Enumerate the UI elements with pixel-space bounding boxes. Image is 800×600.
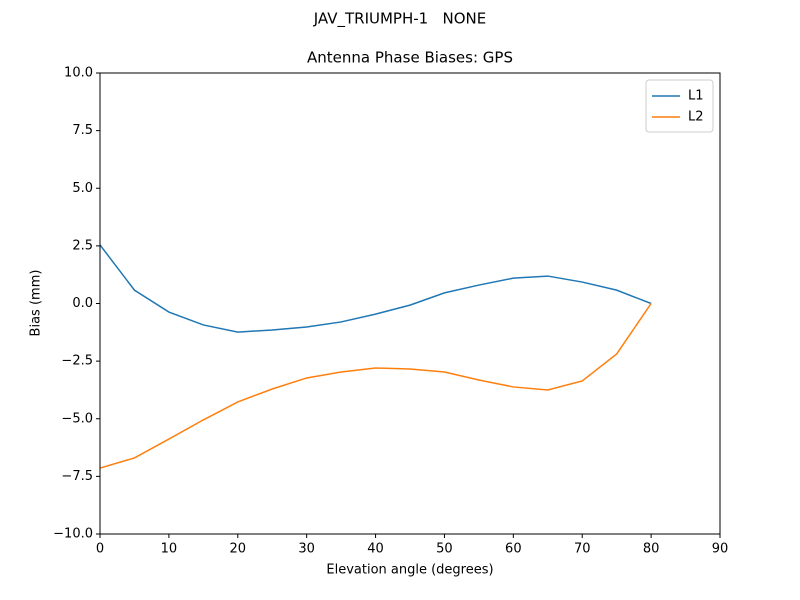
y-tick-label: 7.5: [72, 123, 93, 138]
x-tick-label: 10: [161, 542, 178, 557]
x-tick-label: 70: [574, 542, 591, 557]
x-tick-label: 80: [643, 542, 660, 557]
y-tick-label: 0.0: [72, 296, 93, 311]
suptitle: JAV_TRIUMPH-1 NONE: [313, 10, 486, 29]
y-tick-label: −5.0: [61, 411, 93, 426]
y-tick-label: 5.0: [72, 181, 93, 196]
x-tick-label: 90: [712, 542, 729, 557]
x-tick-label: 60: [505, 542, 522, 557]
y-tick-label: 10.0: [64, 66, 93, 81]
y-tick-label: −7.5: [61, 469, 93, 484]
legend-label: L2: [688, 110, 704, 125]
y-tick-label: −2.5: [61, 354, 93, 369]
x-axis-label: Elevation angle (degrees): [326, 563, 493, 578]
plot-frame: [99, 72, 721, 535]
x-tick-label: 40: [367, 542, 384, 557]
y-tick-label: 2.5: [72, 238, 93, 253]
data-line: [99, 244, 652, 333]
y-tick-label: −10.0: [53, 527, 93, 542]
y-axis-label: Bias (mm): [29, 270, 44, 337]
data-line: [99, 303, 652, 469]
x-tick-label: 30: [298, 542, 315, 557]
legend-label: L1: [688, 89, 704, 104]
x-tick-label: 50: [436, 542, 453, 557]
x-tick-label: 0: [96, 542, 104, 557]
chart-title: Antenna Phase Biases: GPS: [307, 49, 513, 67]
x-tick-label: 20: [230, 542, 247, 557]
legend-box: [645, 79, 714, 133]
